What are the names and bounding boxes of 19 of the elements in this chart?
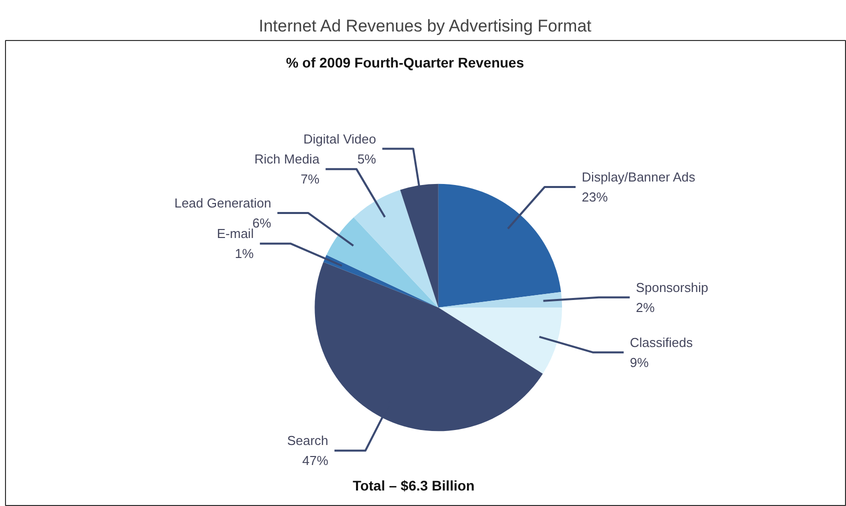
text: Total – $6.3 Billion (352, 477, 475, 494)
slice-label: Rich Media (254, 152, 320, 167)
data-label: 2% (636, 300, 656, 315)
slice-label: Classifieds (630, 334, 694, 350)
slice-label: Search (287, 433, 328, 448)
chart-subtitle: % of 2009 Fourth-Quarter Revenues (286, 54, 524, 71)
slice-label: Sponsorship (636, 280, 708, 295)
data-label: 23% (582, 189, 608, 204)
slice-label: E-mail (216, 226, 254, 242)
data-label: 47% (302, 453, 329, 468)
slice-label: Digital Video (303, 131, 376, 146)
data-label: 6% (252, 216, 272, 231)
slice-label: Lead Generation (174, 196, 272, 211)
slice-label: Display/Banner Ads (582, 169, 696, 184)
data-label: 7% (300, 172, 320, 187)
chart-title: Internet Ad Revenues by Advertising Format (258, 16, 592, 36)
data-label: 1% (234, 246, 254, 262)
data-label: 5% (357, 151, 377, 166)
data-label: 9% (630, 354, 650, 370)
